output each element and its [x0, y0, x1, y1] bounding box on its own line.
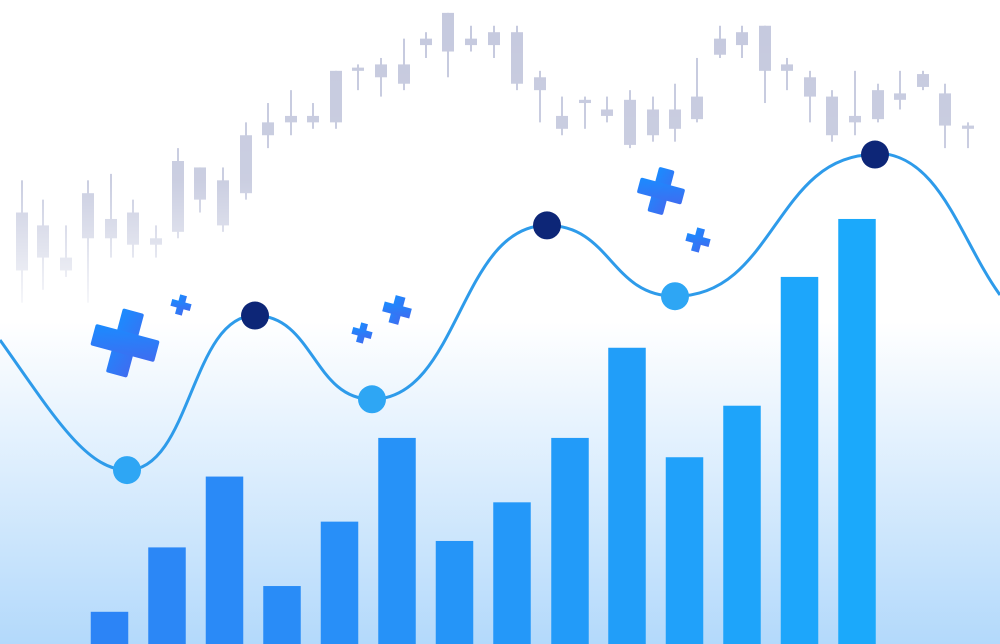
bar — [551, 437, 589, 644]
bar — [90, 611, 129, 644]
candle-body — [826, 96, 838, 136]
candle-body — [240, 135, 252, 194]
candle-body — [556, 115, 568, 129]
decorations — [90, 167, 711, 378]
plus-icon — [637, 167, 685, 215]
bar — [205, 476, 244, 644]
bar — [435, 540, 474, 644]
candle-body — [465, 38, 477, 46]
candle-body — [579, 99, 591, 104]
candle-body — [330, 70, 342, 123]
candle-body — [352, 67, 364, 71]
bar — [838, 218, 876, 644]
candle-body — [759, 25, 771, 71]
line-marker — [661, 282, 689, 311]
bar — [780, 276, 819, 644]
bar — [378, 437, 416, 644]
candle-body — [82, 193, 94, 239]
line-marker — [533, 211, 561, 240]
candle-body — [917, 74, 929, 87]
candle-body — [60, 257, 72, 271]
candle-body — [872, 90, 884, 120]
bar — [493, 502, 531, 644]
candle-body — [16, 212, 28, 271]
line-tail — [874, 151, 1000, 296]
candle-body — [37, 225, 49, 258]
candle-body — [849, 115, 861, 123]
plus-icon — [170, 294, 192, 316]
candle-body — [105, 218, 117, 239]
candle-body — [939, 93, 951, 126]
plus-icon — [351, 322, 373, 344]
bar — [723, 405, 761, 644]
candle-body — [150, 238, 162, 245]
candle-body — [194, 167, 206, 200]
line-marker — [861, 140, 889, 169]
bars — [90, 218, 876, 644]
candle-body — [804, 77, 816, 97]
candle-body — [217, 180, 229, 226]
candle-body — [488, 32, 500, 46]
bar — [608, 347, 646, 644]
bar — [148, 547, 186, 644]
candle-body — [894, 93, 906, 100]
candlesticks — [16, 12, 974, 303]
candle-body — [262, 122, 274, 136]
candle-body — [442, 12, 454, 52]
candle-body — [714, 38, 726, 55]
plus-icon — [90, 308, 160, 378]
candle-body — [172, 161, 184, 232]
candle-body — [601, 109, 613, 116]
candle-body — [127, 212, 139, 245]
line — [126, 153, 876, 472]
candle-body — [285, 115, 297, 123]
candle-body — [669, 109, 681, 129]
plus-icon — [382, 295, 412, 325]
candle-body — [511, 32, 523, 84]
candle-body — [375, 64, 387, 78]
candle-body — [691, 96, 703, 120]
bar — [320, 521, 359, 644]
candle-body — [420, 38, 432, 46]
candle-body — [307, 115, 319, 123]
line-lead — [0, 339, 128, 472]
candle-body — [398, 64, 410, 84]
bar — [263, 586, 301, 644]
candle-body — [736, 32, 748, 46]
line-layer — [113, 140, 889, 485]
candle-body — [624, 99, 636, 145]
candle-body — [781, 64, 793, 71]
candle-body — [647, 109, 659, 136]
line-marker — [358, 385, 386, 414]
candle-body — [962, 125, 974, 129]
plus-icon — [685, 227, 711, 253]
line-marker — [113, 456, 141, 485]
line-marker — [241, 301, 269, 330]
candle-body — [534, 77, 546, 91]
bar — [665, 457, 704, 644]
